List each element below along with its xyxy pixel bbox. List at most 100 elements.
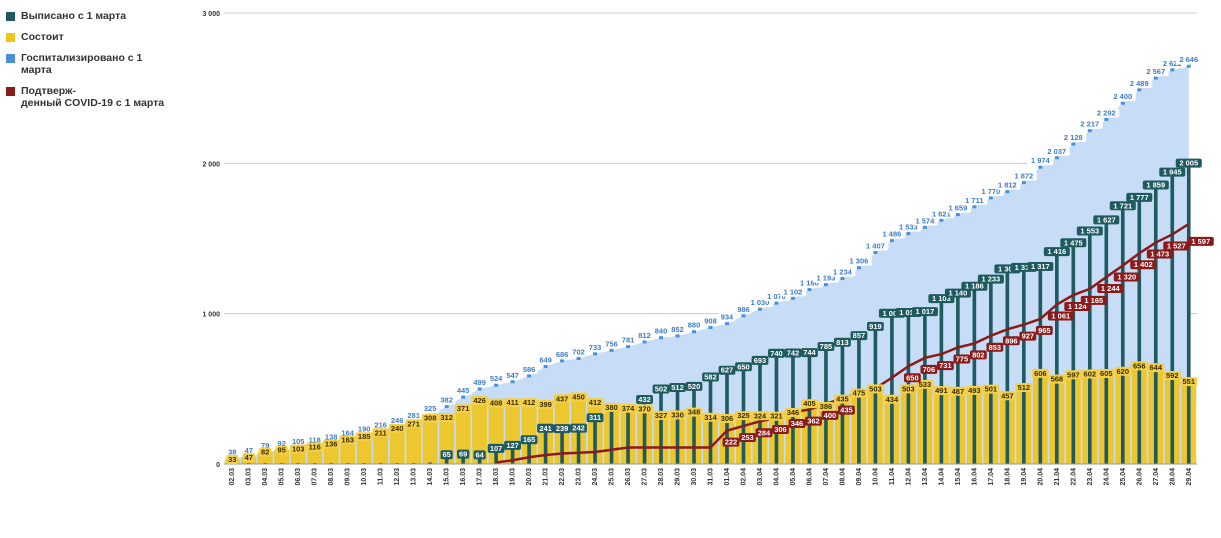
hospitalized-data-label: 1 486 <box>883 230 902 239</box>
confirmed-data-label-bg <box>953 354 971 364</box>
hospitalized-data-label: 2 037 <box>1047 147 1066 156</box>
discharged-data-label-bg <box>553 424 571 434</box>
hospitalized-data-label: 1 872 <box>1014 172 1033 181</box>
discharged-data-label-bg <box>1126 192 1153 202</box>
discharged-data-label: 1 140 <box>948 289 967 298</box>
current-data-label: 47 <box>245 453 253 462</box>
hospitalized-point <box>576 356 581 360</box>
current-bar <box>373 432 389 464</box>
legend-item-hospitalized[interactable]: Госпитализировано с 1 марта <box>6 52 181 76</box>
x-tick-label: 28.04 <box>1169 468 1176 486</box>
y-tick-label: 1 000 <box>202 312 220 319</box>
hospitalized-point <box>1038 165 1043 169</box>
confirmed-data-label: 400 <box>824 411 837 420</box>
discharged-data-label: 785 <box>820 342 833 351</box>
current-data-label-bg <box>520 398 538 408</box>
confirmed-data-label-bg <box>1035 325 1053 335</box>
discharged-data-label: 107 <box>490 444 503 453</box>
hospitalized-data-label-bg <box>322 432 340 442</box>
discharged-bar <box>576 427 581 464</box>
discharged-data-label: 1 721 <box>1113 201 1132 210</box>
hospitalized-data-label-bg <box>487 374 505 384</box>
hospitalized-data-label: 164 <box>341 428 354 437</box>
discharged-data-label: 2 005 <box>1179 159 1198 168</box>
hospitalized-point <box>972 205 977 209</box>
hospitalized-data-label-bg <box>520 364 538 374</box>
x-tick-label: 12.03 <box>394 468 401 486</box>
legend-item-current[interactable]: Состоит <box>6 31 181 43</box>
x-tick-label: 21.03 <box>543 468 550 486</box>
confirmed-data-label: 927 <box>1022 332 1035 341</box>
discharged-bar <box>527 439 531 464</box>
confirmed-data-label: 1 320 <box>1117 273 1136 282</box>
hospitalized-data-label: 246 <box>391 416 404 425</box>
y-tick-label: 3 000 <box>202 11 220 18</box>
hospitalized-data-label: 2 292 <box>1097 108 1116 117</box>
hospitalized-data-label: 880 <box>688 321 701 330</box>
discharged-data-label: 311 <box>589 413 601 422</box>
hospitalized-data-label: 756 <box>605 339 618 348</box>
confirmed-data-label: 435 <box>840 406 853 415</box>
current-bar <box>472 399 488 464</box>
discharged-data-label: 1 475 <box>1064 238 1083 247</box>
legend-swatch-discharged <box>6 12 15 21</box>
current-data-label-bg <box>982 384 1000 394</box>
discharged-bar <box>1055 251 1059 464</box>
discharged-data-label: 1 553 <box>1080 227 1099 236</box>
current-data-label-bg <box>1130 361 1148 371</box>
hospitalized-data-label: 1 070 <box>767 292 786 301</box>
discharged-data-label-bg <box>751 355 769 365</box>
hospitalized-data-label-bg <box>718 312 736 322</box>
x-tick-label: 26.03 <box>625 468 632 486</box>
x-tick-label: 30.03 <box>691 468 698 486</box>
hospitalized-data-label: 2 400 <box>1113 92 1132 101</box>
current-data-label-bg <box>751 411 769 421</box>
discharged-data-label-bg <box>1142 180 1169 190</box>
discharged-bar <box>428 462 432 464</box>
discharged-data-label: 857 <box>853 331 866 340</box>
discharged-bar <box>1120 205 1125 464</box>
current-bar <box>389 427 405 464</box>
hospitalized-data-label: 586 <box>523 365 536 374</box>
discharged-data-label-bg <box>718 365 736 375</box>
current-data-label: 324 <box>754 411 767 420</box>
legend-item-confirmed[interactable]: Подтверж- денный COVID-19 с 1 марта <box>6 85 181 109</box>
current-data-label: 374 <box>622 404 635 413</box>
discharged-data-label-bg <box>669 383 686 393</box>
hospitalized-point <box>889 239 894 243</box>
confirmed-data-label-bg <box>1002 336 1020 346</box>
discharged-bar <box>1137 196 1142 464</box>
hospitalized-point <box>790 296 795 300</box>
hospitalized-data-label-bg <box>1076 119 1103 129</box>
confirmed-data-label: 362 <box>807 417 820 426</box>
current-data-label-bg <box>669 410 686 420</box>
hospitalized-data-label: 702 <box>572 347 585 356</box>
x-tick-label: 16.03 <box>460 468 467 486</box>
current-data-label: 408 <box>490 399 503 408</box>
confirmed-data-label: 775 <box>956 354 969 363</box>
current-data-label-bg <box>537 400 554 410</box>
legend-item-discharged[interactable]: Выписано с 1 марта <box>6 10 181 22</box>
hospitalized-point <box>659 336 664 340</box>
x-tick-label: 23.04 <box>1087 468 1094 486</box>
discharged-bar <box>873 325 878 464</box>
discharged-data-label-bg <box>520 435 538 445</box>
current-data-label-bg <box>1081 369 1099 379</box>
confirmed-data-label-bg <box>1187 236 1214 246</box>
current-data-label: 185 <box>358 432 371 441</box>
discharged-data-label-bg <box>685 381 703 391</box>
discharged-bar <box>461 453 465 464</box>
confirmed-data-label-bg <box>755 428 773 438</box>
hospitalized-data-label-bg <box>339 428 357 438</box>
confirmed-data-label: 1 165 <box>1084 296 1103 305</box>
discharged-data-label: 64 <box>475 450 484 459</box>
current-data-label-bg <box>702 412 719 422</box>
discharged-data-label-bg <box>652 384 670 394</box>
hospitalized-data-label-bg <box>1060 133 1087 143</box>
current-data-label: 321 <box>770 412 783 421</box>
x-tick-label: 08.04 <box>839 468 846 486</box>
x-tick-label: 23.03 <box>576 468 583 486</box>
discharged-bar <box>510 444 515 464</box>
hospitalized-point <box>1054 156 1059 160</box>
